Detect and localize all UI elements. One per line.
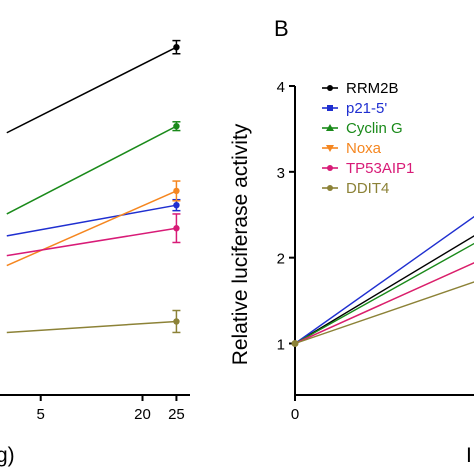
panel-a-point-ddit4	[173, 318, 180, 325]
panel-a-series-line-cyclin-g	[6, 125, 177, 215]
legend-label-rrm2b: RRM2B	[346, 80, 399, 97]
legend-marker-p21-5	[327, 105, 333, 111]
legend-label-ddit4: DDIT4	[346, 180, 389, 197]
panel-a-point-noxa	[173, 187, 180, 195]
panel-b-series-line-p21-5	[294, 215, 474, 345]
legend-marker-ddit4	[327, 185, 333, 191]
panel-a-series-line-tp53aip1	[6, 227, 177, 257]
panel-a-series-line-noxa	[6, 190, 177, 267]
panel-b-chart: B 1 2 3 4 0 Relative luciferase activity I RRM2…	[229, 16, 474, 467]
panel-b-x-tick-label: 0	[291, 406, 299, 423]
panel-a-series-line-ddit4	[6, 320, 177, 334]
legend-marker-rrm2b	[327, 85, 333, 91]
panel-a-x-axis-title: g)	[0, 444, 15, 467]
legend-label-tp53aip1: TP53AIP1	[346, 160, 414, 177]
legend-marker-tp53aip1	[327, 165, 333, 171]
legend-label-p21-5: p21-5'	[346, 100, 387, 117]
panel-b-y-tick-label: 2	[277, 251, 285, 268]
panel-a-x-tick-label: 5	[37, 406, 45, 423]
legend-label-cyclin-g: Cyclin G	[346, 120, 403, 137]
panel-a-point-p21-5	[173, 201, 180, 209]
panel-b-series-line-rrm2b	[294, 235, 474, 345]
legend-marker-noxa	[326, 145, 334, 152]
panel-b-origin-point	[291, 340, 299, 347]
panel-b-x-axis-title: I	[466, 444, 472, 467]
panel-a-series-line-rrm2b	[6, 46, 177, 134]
panel-b-series-line-cyclin-g	[294, 242, 474, 345]
panel-a-x-tick-label: 25	[168, 406, 185, 423]
legend-marker-cyclin-g	[326, 124, 334, 131]
legend-label-noxa: Noxa	[346, 140, 382, 157]
panel-b-y-axis-title: Relative luciferase activity	[229, 123, 252, 365]
panel-a-point-cyclin-g	[173, 122, 180, 130]
panel-a-x-tick-label: 20	[134, 406, 151, 423]
panel-b-y-tick-label: 1	[277, 337, 285, 354]
panel-a-chart: 5 20 25 g)	[0, 39, 190, 467]
panel-b-series-line-ddit4	[294, 281, 474, 345]
panel-b-y-tick-label: 3	[277, 165, 285, 182]
panel-a-point-rrm2b	[173, 43, 180, 51]
panel-a-series-line-p21-5	[6, 204, 177, 237]
panel-a-point-tp53aip1	[173, 225, 180, 232]
panel-b-y-tick-label: 4	[277, 79, 285, 96]
panel-b-series-line-tp53aip1	[294, 262, 474, 345]
panel-b-label: B	[274, 16, 289, 41]
